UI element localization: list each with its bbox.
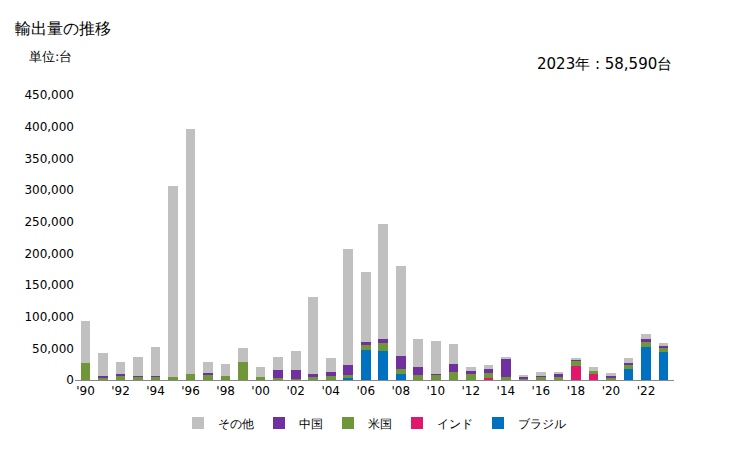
svg-text:250,000: 250,000	[24, 215, 74, 229]
svg-text:'98: '98	[216, 384, 235, 398]
svg-text:'06: '06	[356, 384, 375, 398]
svg-text:450,000: 450,000	[24, 88, 74, 102]
svg-text:中国: 中国	[299, 417, 323, 431]
svg-text:'10: '10	[427, 384, 446, 398]
svg-text:'96: '96	[181, 384, 200, 398]
svg-text:'12: '12	[462, 384, 481, 398]
svg-text:'22: '22	[637, 384, 656, 398]
svg-text:インド: インド	[437, 417, 473, 431]
svg-text:単位:台: 単位:台	[29, 49, 72, 64]
svg-text:米国: 米国	[368, 417, 392, 431]
svg-text:'08: '08	[391, 384, 410, 398]
svg-text:2023年 : 58,590台: 2023年 : 58,590台	[537, 55, 672, 73]
svg-text:350,000: 350,000	[24, 152, 74, 166]
svg-text:'14: '14	[497, 384, 516, 398]
svg-text:'00: '00	[251, 384, 270, 398]
svg-text:'16: '16	[532, 384, 551, 398]
svg-text:'18: '18	[567, 384, 586, 398]
svg-text:'94: '94	[146, 384, 165, 398]
svg-text:100,000: 100,000	[24, 310, 74, 324]
svg-text:50,000: 50,000	[32, 342, 74, 356]
svg-text:'02: '02	[286, 384, 305, 398]
svg-text:'20: '20	[602, 384, 621, 398]
svg-text:'92: '92	[111, 384, 130, 398]
svg-text:0: 0	[66, 373, 74, 387]
svg-text:200,000: 200,000	[24, 247, 74, 261]
svg-text:ブラジル: ブラジル	[518, 417, 566, 431]
svg-text:'04: '04	[321, 384, 340, 398]
svg-text:輸出量の推移: 輸出量の推移	[15, 19, 111, 38]
svg-text:'90: '90	[76, 384, 95, 398]
svg-text:その他: その他	[218, 417, 254, 431]
svg-text:300,000: 300,000	[24, 183, 74, 197]
svg-text:150,000: 150,000	[24, 278, 74, 292]
svg-text:400,000: 400,000	[24, 120, 74, 134]
